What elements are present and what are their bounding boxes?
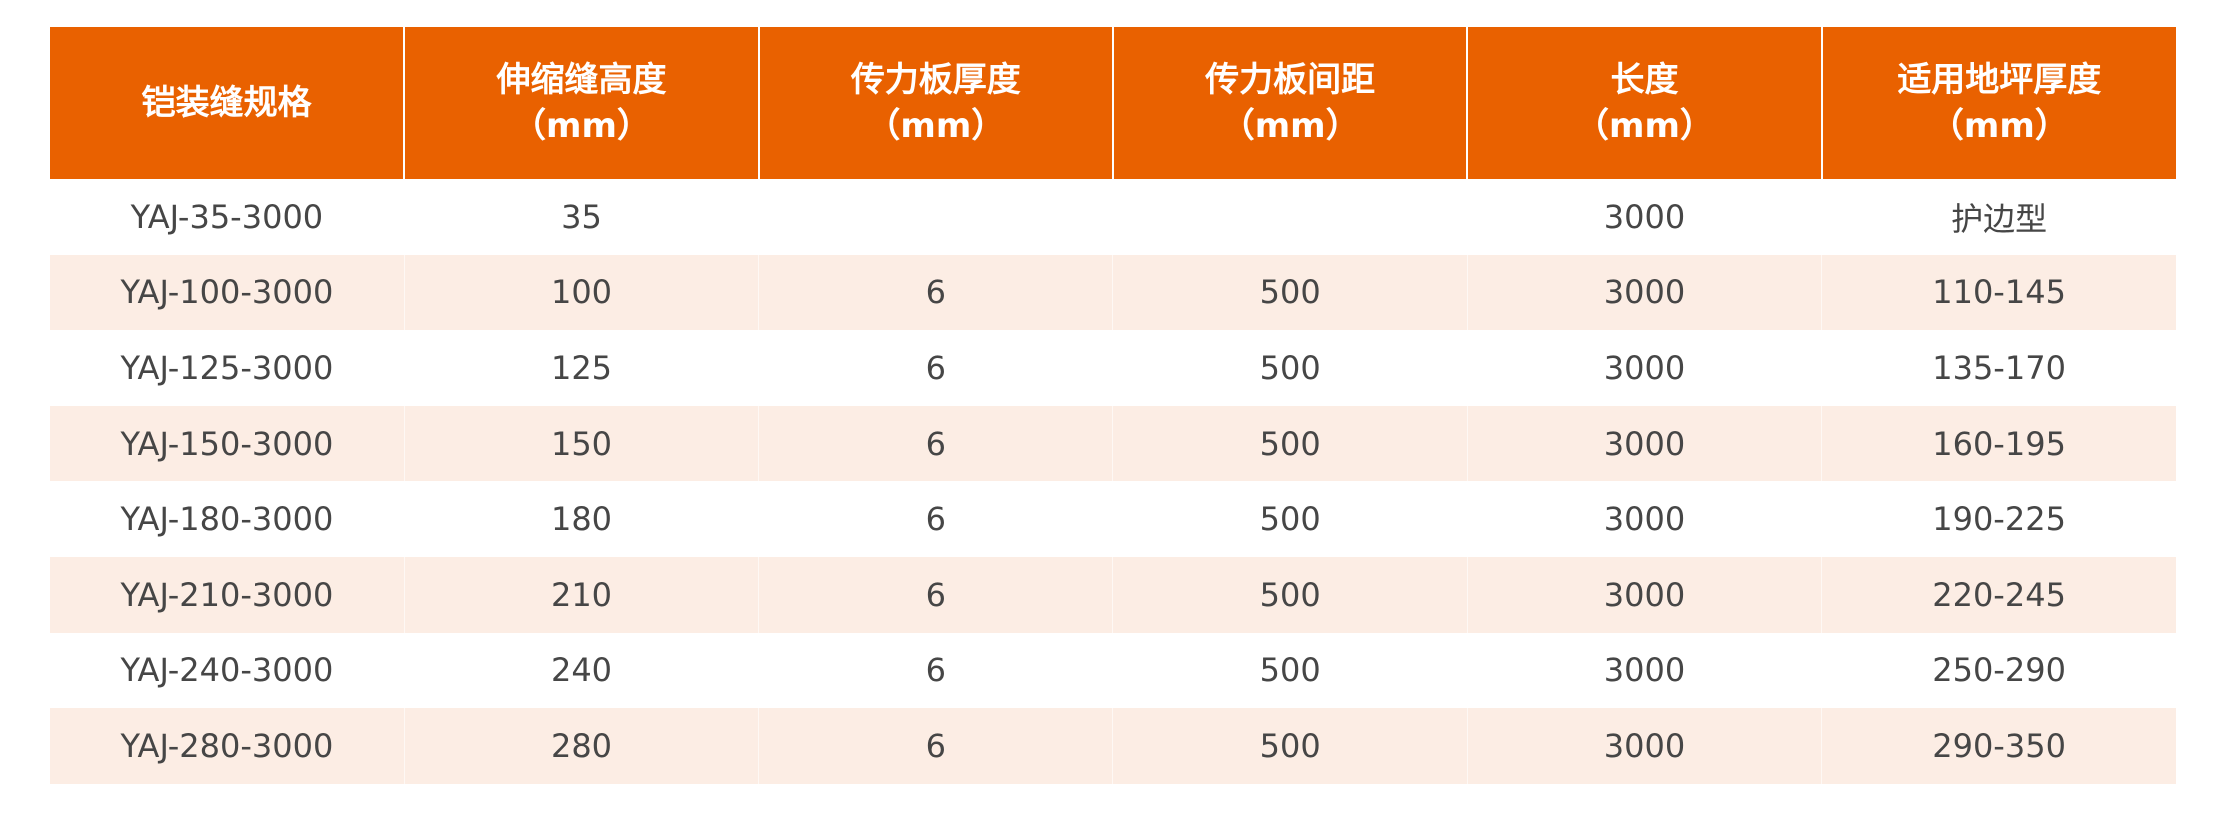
- cell-joint-height: 150: [403, 405, 759, 482]
- cell-floor-thickness: 250-290: [1821, 632, 2176, 709]
- header-joint-height-line2: （mm）: [512, 106, 651, 146]
- cell-length: 3000: [1466, 405, 1822, 482]
- cell-plate-spacing: 500: [1112, 481, 1468, 557]
- cell-spec: YAJ-100-3000: [50, 254, 405, 331]
- cell-plate-thickness: [758, 179, 1113, 255]
- header-length-line2: （mm）: [1575, 106, 1714, 146]
- cell-spec: YAJ-35-3000: [130, 197, 324, 236]
- header-length: 长度 （mm）: [1466, 27, 1822, 179]
- cell-joint-height: 240: [403, 632, 759, 709]
- cell-spec: YAJ-280-3000: [50, 708, 405, 784]
- header-plate-thickness: 传力板厚度 （mm）: [757, 27, 1113, 179]
- table-row: YAJ-210-3000 210 6 500 3000 220-245: [50, 556, 2176, 633]
- cell-floor-thickness: 护边型: [1821, 179, 2176, 255]
- cell-spec: YAJ-240-3000: [120, 651, 334, 690]
- cell-length: 3000: [1466, 481, 1822, 557]
- header-spec: 铠装缝规格: [50, 27, 405, 179]
- cell-joint-height: 210: [403, 556, 759, 633]
- header-plate-spacing-line1: 传力板间距: [1205, 60, 1376, 100]
- header-plate-spacing-line2: （mm）: [1220, 106, 1360, 146]
- cell-plate-thickness: 6: [758, 405, 1113, 482]
- cell-joint-height: 280: [403, 708, 759, 784]
- cell-floor-thickness: 220-245: [1821, 556, 2176, 633]
- cell-spec: YAJ-210-3000: [50, 556, 405, 633]
- cell-plate-spacing: 500: [1112, 254, 1468, 331]
- cell-plate-thickness: 6: [758, 708, 1113, 784]
- header-length-line1: 长度: [1610, 60, 1679, 100]
- table-row: YAJ-100-3000 100 6 500 3000 110-145: [50, 254, 2176, 331]
- cell-plate-thickness: 6: [758, 481, 1113, 557]
- cell-plate-spacing: 500: [1112, 330, 1468, 406]
- cell-plate-spacing: [1112, 179, 1468, 255]
- header-spec-line1: 铠装缝规格: [141, 83, 312, 123]
- table-body: YAJ-35-3000 35 3000 护边型 YAJ-100-3000 100 6 500 3…: [50, 179, 2176, 784]
- header-joint-height-line1: 伸缩缝高度: [496, 60, 667, 100]
- cell-length: 3000: [1466, 632, 1822, 709]
- spec-table: 铠装缝规格 伸缩缝高度 （mm） 传力板厚度 （mm） 传力板间距 （mm） 长度 （mm） 适用…: [50, 27, 2176, 784]
- cell-plate-thickness: 6: [758, 254, 1113, 331]
- header-plate-spacing: 传力板间距 （mm）: [1111, 27, 1468, 179]
- cell-length: 3000: [1466, 708, 1822, 784]
- table-row: YAJ-240-3000 240 6 500 3000 250-290: [50, 632, 2176, 709]
- cell-plate-thickness: 6: [758, 556, 1113, 633]
- table-row: YAJ-125-3000 125 6 500 3000 135-170: [50, 330, 2176, 406]
- header-floor-thickness: 适用地坪厚度 （mm）: [1820, 27, 2176, 179]
- cell-plate-spacing: 500: [1112, 405, 1468, 482]
- cell-plate-thickness: 6: [758, 632, 1113, 709]
- cell-joint-height: 35: [403, 179, 759, 255]
- header-floor-thickness-line1: 适用地坪厚度: [1897, 60, 2102, 100]
- cell-plate-thickness: 6: [758, 330, 1113, 406]
- table-row: YAJ-35-3000 35 3000 护边型: [50, 179, 2176, 255]
- cell-joint-height: 180: [403, 481, 759, 557]
- cell-floor-thickness: 135-170: [1821, 330, 2176, 406]
- cell-length: 3000: [1466, 330, 1822, 406]
- cell-floor-thickness: 160-195: [1821, 405, 2176, 482]
- cell-floor-thickness: 190-225: [1821, 481, 2176, 557]
- cell-spec: YAJ-180-3000: [120, 500, 334, 539]
- cell-joint-height: 100: [403, 254, 759, 331]
- table-row: YAJ-150-3000 150 6 500 3000 160-195: [50, 405, 2176, 482]
- header-floor-thickness-line2: （mm）: [1929, 106, 2069, 146]
- cell-plate-spacing: 500: [1112, 556, 1468, 633]
- header-row: 铠装缝规格 伸缩缝高度 （mm） 传力板厚度 （mm） 传力板间距 （mm） 长度 （mm） 适用…: [50, 27, 2176, 179]
- cell-spec: YAJ-150-3000: [50, 405, 405, 482]
- table-row: YAJ-180-3000 180 6 500 3000 190-225: [50, 481, 2176, 557]
- cell-floor-thickness: 110-145: [1821, 254, 2176, 331]
- cell-spec: YAJ-125-3000: [120, 348, 334, 387]
- cell-length: 3000: [1466, 556, 1822, 633]
- header-plate-thickness-line1: 传力板厚度: [850, 60, 1021, 100]
- cell-plate-spacing: 500: [1112, 708, 1468, 784]
- cell-plate-spacing: 500: [1112, 632, 1468, 709]
- header-plate-thickness-line2: （mm）: [866, 106, 1006, 146]
- table-row: YAJ-280-3000 280 6 500 3000 290-350: [50, 708, 2176, 784]
- cell-floor-thickness: 290-350: [1821, 708, 2176, 784]
- header-joint-height: 伸缩缝高度 （mm）: [403, 27, 759, 179]
- cell-length: 3000: [1466, 179, 1822, 255]
- cell-length: 3000: [1466, 254, 1822, 331]
- cell-joint-height: 125: [403, 330, 759, 406]
